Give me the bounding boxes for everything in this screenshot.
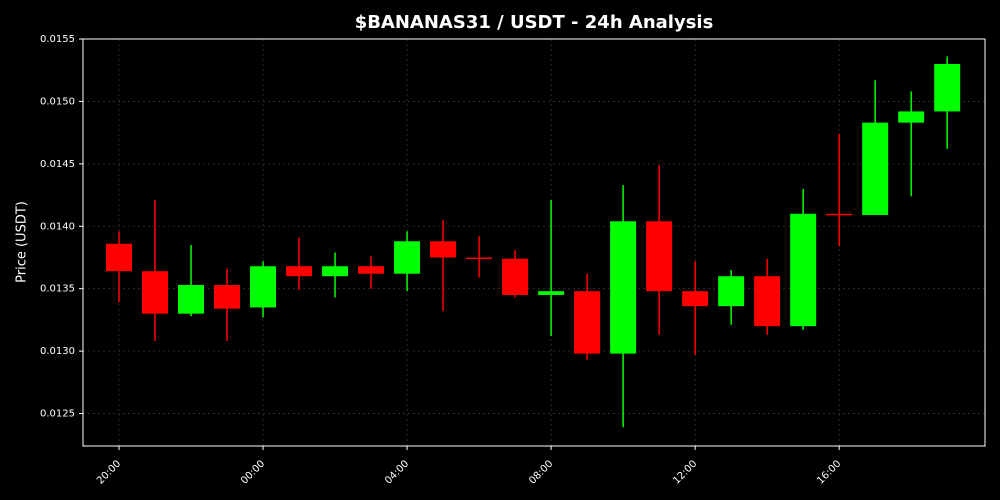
candle-body <box>862 122 889 216</box>
candle-body <box>898 111 925 123</box>
y-tick-label: 0.0135 <box>40 284 75 295</box>
candle-body <box>430 241 457 258</box>
candle-body <box>322 266 349 277</box>
candle-body <box>502 258 529 295</box>
y-tick-label: 0.0130 <box>40 346 75 357</box>
candle-body <box>394 241 421 274</box>
candle-body <box>574 291 601 354</box>
y-tick-label: 0.0150 <box>40 96 75 107</box>
y-tick-label: 0.0125 <box>40 409 75 420</box>
candle-body <box>790 213 817 327</box>
candle-body <box>178 284 205 314</box>
candle-body <box>682 291 709 307</box>
candle-body <box>718 276 745 307</box>
candle-body <box>286 266 313 277</box>
candle-body <box>106 243 133 272</box>
y-axis-label: Price (USDT) <box>15 201 30 283</box>
y-tick-label: 0.0140 <box>40 221 75 232</box>
y-tick-label: 0.0155 <box>40 34 75 45</box>
candle-body <box>610 221 637 354</box>
candle-body <box>538 291 565 295</box>
candle-body <box>466 257 493 259</box>
candle-body <box>646 221 673 292</box>
y-tick-label: 0.0145 <box>40 159 75 170</box>
candle-body <box>934 63 961 112</box>
candle-body <box>358 266 385 274</box>
candle-body <box>214 284 241 309</box>
candle-body <box>826 213 853 216</box>
plot-frame <box>82 38 986 447</box>
chart-title: $BANANAS31 / USDT - 24h Analysis <box>355 12 714 33</box>
candle-body <box>142 271 169 314</box>
candle-body <box>250 266 277 308</box>
candle-body <box>754 276 781 327</box>
